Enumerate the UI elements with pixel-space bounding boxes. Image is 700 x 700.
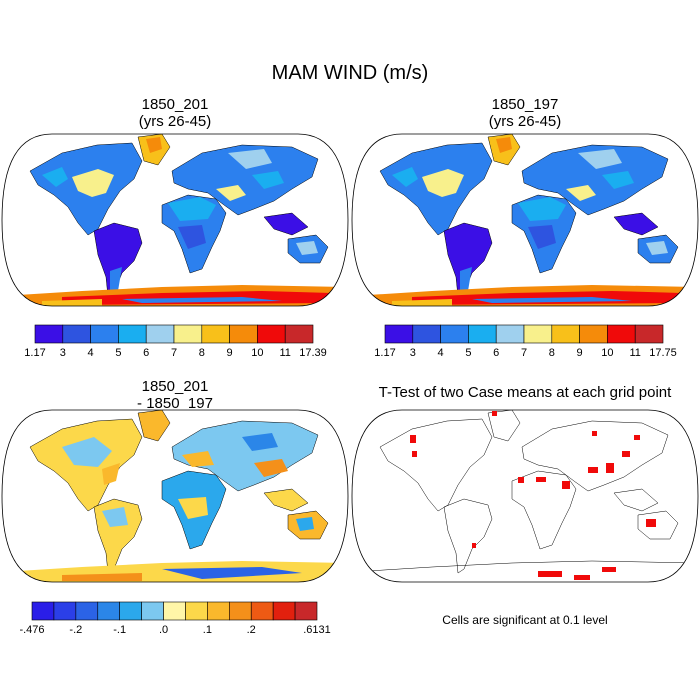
colorbar-case2-labels: 1.17 3 4 5 6 7 8 9 10 11 17.75 xyxy=(374,347,676,361)
colorbar-tick-label: .0 xyxy=(158,624,169,636)
colorbar-swatch xyxy=(634,324,664,344)
colorbar-tick-label: 10 xyxy=(251,347,264,359)
colorbar-tick-label: -.476 xyxy=(19,624,45,636)
colorbar-tick-label: 10 xyxy=(601,347,614,359)
colorbar-case1-labels: 1.17 3 4 5 6 7 8 9 10 11 17.39 xyxy=(24,347,326,361)
map-case2 xyxy=(351,133,699,307)
colorbar-swatch xyxy=(294,601,318,621)
colorbar-tick-label: 8 xyxy=(198,347,205,359)
colorbar-swatch xyxy=(118,324,147,344)
colorbar-tick-label: 3 xyxy=(59,347,66,359)
colorbar-tick-label: .1 xyxy=(202,624,212,636)
colorbar-tick-label: 4 xyxy=(87,347,94,359)
colorbar-tick-label: 6 xyxy=(493,347,500,359)
colorbar-swatch xyxy=(185,601,208,621)
colorbar-tick-label: 17.39 xyxy=(299,347,327,359)
colorbar-diff-labels: -.476 -.2 -.1 .0 .1 .2 .6131 xyxy=(19,624,330,638)
colorbar-swatch xyxy=(53,601,77,621)
map-diff xyxy=(1,409,349,583)
colorbar-tick-label: -.1 xyxy=(113,624,127,636)
colorbar-tick-label: 1.17 xyxy=(24,347,46,359)
colorbar-swatch xyxy=(272,601,296,621)
colorbar-tick-label: 5 xyxy=(115,347,122,359)
colorbar-tick-label: 9 xyxy=(226,347,233,359)
colorbar-swatch xyxy=(523,324,553,344)
panel-title-case1: 1850_201 (yrs 26-45) xyxy=(138,96,212,130)
colorbar-tick-label: 8 xyxy=(548,347,555,359)
colorbar-swatch xyxy=(34,324,64,344)
colorbar-swatch xyxy=(163,601,186,621)
colorbar-swatch xyxy=(207,601,230,621)
colorbar-swatch xyxy=(250,601,274,621)
colorbar-swatch xyxy=(384,324,414,344)
panel-title-case2: 1850_197 (yrs 26-45) xyxy=(488,96,562,130)
colorbar-tick-label: 4 xyxy=(437,347,444,359)
colorbar-swatch xyxy=(201,324,230,344)
colorbar-swatch xyxy=(173,324,203,344)
colorbar-swatch xyxy=(119,601,142,621)
colorbar-tick-label: 11 xyxy=(279,347,291,359)
colorbar-swatch xyxy=(141,601,164,621)
map-case1 xyxy=(1,133,349,307)
colorbar-swatch xyxy=(145,324,175,344)
colorbar-swatch xyxy=(440,324,469,344)
colorbar-swatch xyxy=(62,324,91,344)
colorbar-swatch xyxy=(90,324,119,344)
colorbar-swatch xyxy=(31,601,55,621)
colorbar-tick-label: 5 xyxy=(465,347,472,359)
colorbar-tick-label: 7 xyxy=(170,347,178,359)
colorbar-tick-label: 11 xyxy=(629,347,641,359)
colorbar-tick-label: 17.75 xyxy=(649,347,677,359)
colorbar-swatch xyxy=(468,324,497,344)
colorbar-swatch xyxy=(412,324,441,344)
colorbar-tick-label: .6131 xyxy=(303,624,331,636)
map-ttest xyxy=(351,409,699,583)
colorbar-diff xyxy=(31,601,318,621)
colorbar-swatch xyxy=(257,324,286,344)
colorbar-swatch xyxy=(284,324,314,344)
colorbar-tick-label: 1.17 xyxy=(374,347,396,359)
colorbar-tick-label: 7 xyxy=(520,347,528,359)
colorbar-swatch xyxy=(551,324,580,344)
colorbar-swatch xyxy=(97,601,120,621)
colorbar-swatch xyxy=(229,601,252,621)
colorbar-swatch xyxy=(607,324,636,344)
significance-note: Cells are significant at 0.1 level xyxy=(442,613,608,627)
colorbar-swatch xyxy=(75,601,99,621)
colorbar-swatch xyxy=(229,324,258,344)
colorbar-case1 xyxy=(34,324,314,344)
colorbar-tick-label: 3 xyxy=(409,347,416,359)
colorbar-swatch xyxy=(495,324,525,344)
colorbar-tick-label: 6 xyxy=(143,347,150,359)
colorbar-case2 xyxy=(384,324,664,344)
colorbar-tick-label: .2 xyxy=(246,624,256,636)
panel-title-ttest: T-Test of two Case means at each grid po… xyxy=(378,384,672,401)
colorbar-tick-label: -.2 xyxy=(69,624,83,636)
colorbar-swatch xyxy=(579,324,608,344)
colorbar-tick-label: 9 xyxy=(576,347,583,359)
panel-title-diff: 1850_201 - 1850_197 xyxy=(137,378,213,412)
figure-title: MAM WIND (m/s) xyxy=(271,62,429,84)
